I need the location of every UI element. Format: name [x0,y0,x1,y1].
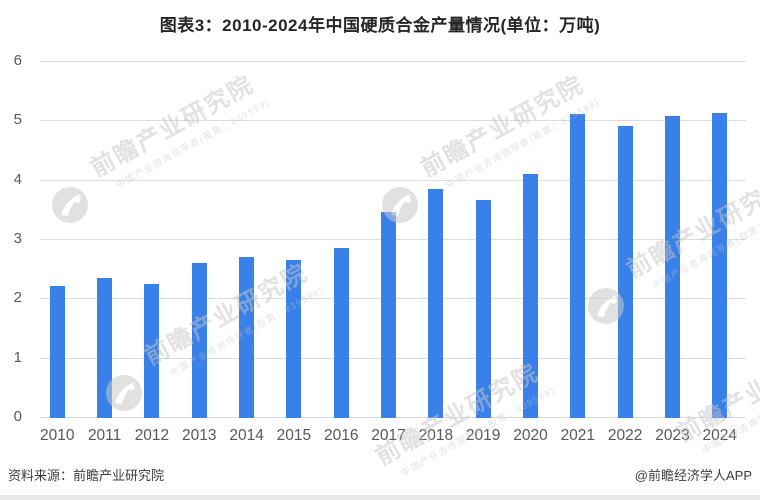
x-axis-tick-label: 2017 [371,427,406,444]
x-axis-tick-label: 2018 [418,427,454,444]
x-axis-tick-label: 2014 [229,427,264,444]
x-axis-tick-label: 2013 [182,427,217,444]
y-axis-tick-label: 3 [13,230,22,247]
data-source-label: 资料来源：前瞻产业研究院 [8,468,165,483]
bar-2022 [617,126,633,418]
bar-2021 [570,114,586,418]
x-axis-tick-label: 2024 [702,427,737,444]
gridline-y6 [40,61,746,62]
bar-2015 [286,259,302,418]
x-axis-tick-label: 2010 [40,427,75,444]
bar-2020 [523,173,538,418]
x-axis-tick-label: 2011 [87,427,122,444]
bar-2013 [191,262,207,418]
bar-2024 [712,113,728,418]
x-axis-tick-label: 2023 [655,427,690,444]
bottom-divider [0,495,760,500]
gridline-y5 [40,120,746,122]
gridline-y4 [40,179,746,181]
bar-2012 [144,283,160,418]
x-axis-tick-label: 2016 [323,427,359,444]
x-axis-tick-label: 2021 [560,427,596,444]
x-axis-tick-label: 2019 [465,427,501,444]
credit-label: @前瞻经济学人APP [634,468,752,483]
x-axis-tick-label: 2020 [513,427,548,444]
y-axis-tick-label: 2 [13,289,22,307]
bar-2011 [97,277,113,418]
y-axis-tick-label: 0 [13,408,22,425]
y-axis-tick-label: 5 [13,111,22,129]
bar-2017 [381,212,397,418]
bar-2014 [239,256,255,418]
y-axis-tick-label: 4 [13,170,22,188]
bar-2010 [49,286,65,418]
y-axis-tick-label: 1 [13,348,22,366]
chart-title: 图表3：2010-2024年中国硬质合金产量情况(单位：万吨) [159,16,601,35]
bar-2016 [333,247,349,418]
x-axis-tick-label: 2022 [607,427,643,444]
y-axis-tick-label: 6 [13,52,22,69]
bar-2018 [428,188,444,418]
x-axis-tick-label: 2015 [276,427,312,444]
bar-2019 [475,200,491,418]
x-axis-tick-label: 2012 [134,427,170,444]
bar-2023 [664,116,680,418]
